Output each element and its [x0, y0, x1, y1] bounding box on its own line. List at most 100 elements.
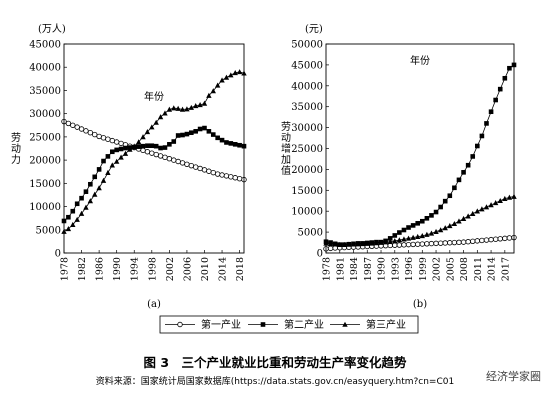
legend: 第一产业 第二产业 第三产业 — [159, 315, 419, 334]
chart-b-point — [387, 236, 393, 241]
chart-a-point — [114, 147, 119, 153]
chart-b-point — [424, 216, 430, 221]
chart-b-point — [396, 237, 403, 243]
chart-a-point — [201, 100, 208, 106]
chart-a-point — [210, 88, 216, 94]
chart-a-point — [149, 124, 155, 130]
chart-b-y-tick-label: 5000 — [298, 228, 323, 239]
chart-a-y-tick-label: 0 — [55, 249, 61, 260]
chart-a-point — [201, 167, 208, 173]
chart-a-point — [189, 130, 194, 136]
chart-b-point — [405, 235, 412, 241]
chart-b-point — [424, 231, 430, 237]
chart-b-point — [392, 233, 398, 238]
chart-b-point — [502, 235, 508, 242]
chart-a-point — [232, 69, 238, 76]
chart-b-point — [401, 236, 407, 242]
chart-b-point — [424, 241, 430, 247]
chart-b-point — [465, 162, 471, 168]
chart-b-point — [447, 193, 453, 199]
chart-b-point — [465, 239, 471, 245]
chart-a-plot-frame — [63, 43, 245, 254]
chart-a-point — [153, 119, 159, 125]
chart-b-point — [474, 238, 481, 244]
source-note: 资料来源：国家统计局国家数据库(https://data.stats.gov.c… — [95, 377, 455, 387]
chart-b-point — [406, 225, 411, 230]
chart-b-y-tick-label: 40000 — [291, 81, 323, 92]
chart-b-point — [502, 75, 508, 81]
chart-b-point — [451, 239, 458, 246]
chart-b-point — [442, 240, 448, 246]
chart-a-point — [184, 131, 190, 137]
chart-b-point — [415, 241, 421, 247]
chart-b-point — [506, 194, 513, 200]
chart-a-point — [175, 105, 181, 111]
chart-b-y-tick-label: 10000 — [291, 207, 323, 218]
chart-a-y-axis-label: 劳动力 — [9, 131, 21, 165]
chart-a-point — [162, 145, 168, 150]
chart-b-point — [442, 198, 448, 204]
chart-b-x-tick-label: 2017 — [500, 257, 511, 281]
chart-a-point — [109, 149, 115, 155]
chart-b-point — [382, 239, 389, 245]
chart-a-point — [236, 69, 243, 75]
chart-a-point — [175, 158, 181, 165]
chart-b-point — [428, 240, 435, 247]
chart-a-point — [223, 74, 230, 80]
chart-a-point — [100, 177, 107, 183]
figure-caption: 图 3 三个产业就业比重和劳动生产率变化趋势 — [0, 352, 550, 371]
chart-b-point — [429, 213, 434, 218]
chart-b-point — [497, 236, 503, 242]
chart-a-x-tick-label: 2002 — [165, 257, 176, 281]
chart-b-y-tick-label: 0 — [317, 249, 323, 260]
chart-a-point — [113, 158, 120, 164]
chart-a-point — [228, 141, 234, 146]
chart-b-x-tick-label: 1984 — [349, 257, 360, 281]
chart-b-point — [410, 241, 416, 248]
chart-a-point — [210, 132, 216, 137]
chart-b-x-tick-label: 1981 — [335, 257, 346, 281]
chart-b-point — [465, 213, 471, 219]
chart-b-series-line-2 — [325, 64, 515, 246]
chart-b-point — [401, 227, 407, 233]
chart-b-point — [327, 245, 334, 252]
chart-a-point — [180, 132, 185, 138]
chart-b-point — [507, 65, 512, 71]
chart-b-y-tick-label: 35000 — [291, 102, 323, 113]
chart-b-point — [401, 242, 407, 248]
chart-b-point — [437, 227, 444, 233]
chart-a-point — [96, 133, 102, 140]
chart-a-point — [83, 189, 89, 194]
chart-b-point — [488, 109, 494, 115]
chart-b-point — [387, 238, 393, 245]
chart-a-point — [70, 221, 76, 227]
chart-b-point — [461, 170, 466, 175]
chart-a-point — [157, 153, 164, 159]
chart-a-point — [74, 216, 80, 222]
chart-b-y-tick-label: 20000 — [291, 165, 323, 176]
chart-a-point — [202, 125, 207, 131]
chart-a-point — [219, 137, 225, 143]
chart-a-point — [136, 144, 141, 149]
chart-b-point — [419, 218, 425, 224]
chart-panel-b: (元) 劳动增加值 0 5000 10000 15000 20000 25000 30000 35… — [279, 24, 517, 310]
chart-b-point — [433, 228, 439, 234]
chart-a-point — [92, 174, 98, 180]
figure-title: 三个产业就业比重和劳动生产率变化趋势 — [181, 355, 407, 370]
chart-a-point — [166, 156, 173, 162]
chart-b-point — [405, 241, 412, 248]
chart-b-point — [327, 241, 334, 247]
chart-b-point — [492, 200, 499, 206]
chart-a-point — [140, 134, 146, 140]
legend-box — [159, 315, 419, 334]
chart-panel-a: (万人) 劳动力 0 5000 10000 15000 20000 25000 30000 350… — [9, 23, 247, 310]
chart-b-x-tick-label: 2002 — [432, 257, 443, 281]
chart-a-point — [193, 129, 199, 134]
chart-b-point — [419, 233, 425, 239]
chart-a-point — [118, 140, 124, 147]
chart-b-point — [410, 223, 416, 228]
chart-a-point — [210, 169, 216, 176]
chart-a-point — [105, 169, 111, 175]
chart-a-point — [144, 149, 151, 155]
